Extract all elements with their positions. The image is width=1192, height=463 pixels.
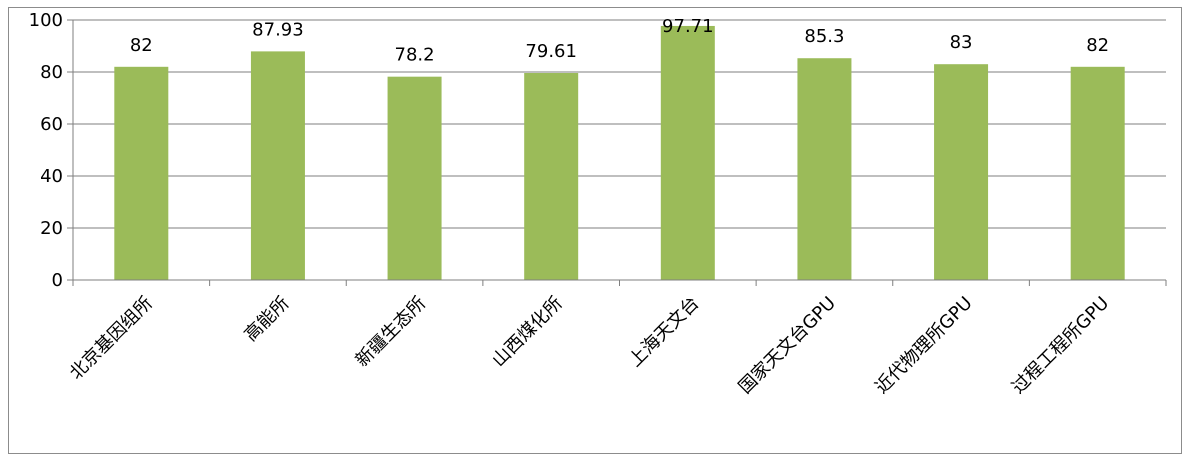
data-label: 82: [1086, 35, 1109, 56]
bar: [934, 64, 989, 280]
data-label: 83: [950, 32, 973, 53]
y-tick-label: 80: [40, 62, 63, 83]
data-label: 82: [130, 35, 153, 56]
data-label: 85.3: [804, 26, 844, 47]
category-label: 过程工程所GPU: [1008, 293, 1113, 398]
bar: [1070, 66, 1125, 280]
category-label: 新疆生态所: [352, 293, 430, 371]
data-label: 78.2: [395, 45, 435, 66]
category-label: 北京基因组所: [66, 293, 157, 384]
category-label: 国家天文台GPU: [735, 293, 840, 398]
data-label: 97.71: [662, 16, 714, 37]
category-label: 高能所: [240, 293, 293, 346]
bar: [114, 66, 169, 280]
bar: [524, 73, 579, 280]
category-label: 近代物理所GPU: [871, 293, 976, 398]
bar: [797, 58, 852, 280]
y-tick-label: 60: [40, 114, 63, 135]
data-label: 79.61: [525, 41, 577, 62]
bar: [250, 51, 305, 280]
bar: [387, 76, 442, 281]
y-tick-label: 40: [40, 166, 63, 187]
data-label: 87.93: [252, 19, 304, 40]
y-tick-label: 0: [52, 270, 63, 291]
category-label: 山西煤化所: [488, 293, 566, 371]
bar: [660, 25, 715, 281]
y-tick-label: 100: [29, 10, 63, 31]
category-label: 上海天文台: [625, 293, 703, 371]
y-tick-label: 20: [40, 218, 63, 239]
